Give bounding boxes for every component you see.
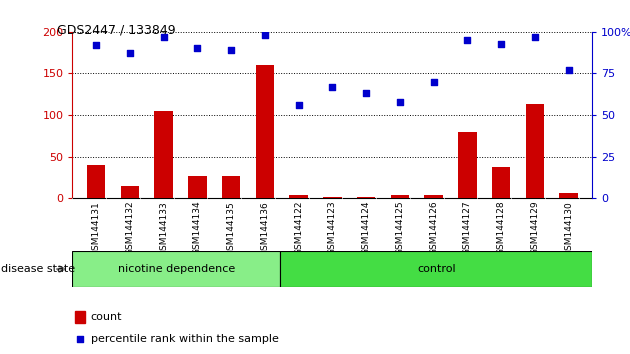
Text: GSM144125: GSM144125 bbox=[396, 201, 404, 256]
Point bbox=[226, 47, 236, 53]
Text: GSM144133: GSM144133 bbox=[159, 201, 168, 256]
Point bbox=[159, 34, 169, 40]
Point bbox=[192, 46, 202, 51]
Text: GDS2447 / 133849: GDS2447 / 133849 bbox=[57, 23, 176, 36]
Bar bbox=[525, 104, 544, 198]
Text: GSM144129: GSM144129 bbox=[530, 201, 539, 256]
Point bbox=[462, 37, 472, 43]
Bar bbox=[280, 251, 592, 287]
Text: control: control bbox=[417, 264, 455, 274]
Point bbox=[294, 102, 304, 108]
Bar bbox=[120, 186, 139, 198]
Bar bbox=[559, 193, 578, 198]
Text: GSM144136: GSM144136 bbox=[260, 201, 270, 256]
Point bbox=[125, 51, 135, 56]
Text: GSM144134: GSM144134 bbox=[193, 201, 202, 256]
Point bbox=[75, 336, 85, 342]
Text: GSM144132: GSM144132 bbox=[125, 201, 134, 256]
Text: GSM144126: GSM144126 bbox=[429, 201, 438, 256]
Bar bbox=[87, 165, 105, 198]
Bar bbox=[256, 65, 274, 198]
Text: GSM144135: GSM144135 bbox=[227, 201, 236, 256]
Text: GSM144122: GSM144122 bbox=[294, 201, 303, 255]
Point bbox=[395, 99, 405, 104]
Text: GSM144127: GSM144127 bbox=[463, 201, 472, 256]
Text: nicotine dependence: nicotine dependence bbox=[118, 264, 235, 274]
Point bbox=[564, 67, 574, 73]
Text: GSM144123: GSM144123 bbox=[328, 201, 337, 256]
Bar bbox=[72, 251, 280, 287]
Point bbox=[91, 42, 101, 48]
Text: GSM144124: GSM144124 bbox=[362, 201, 370, 255]
Point bbox=[328, 84, 338, 90]
Text: disease state: disease state bbox=[1, 264, 76, 274]
Text: GSM144131: GSM144131 bbox=[91, 201, 101, 256]
Point bbox=[260, 32, 270, 38]
Point bbox=[496, 41, 506, 46]
Bar bbox=[75, 312, 86, 323]
Point bbox=[428, 79, 438, 85]
Text: count: count bbox=[91, 312, 122, 322]
Bar bbox=[424, 195, 443, 198]
Bar bbox=[492, 167, 510, 198]
Point bbox=[530, 34, 540, 40]
Point bbox=[361, 91, 371, 96]
Bar bbox=[289, 195, 308, 198]
Bar bbox=[154, 111, 173, 198]
Text: percentile rank within the sample: percentile rank within the sample bbox=[91, 334, 278, 344]
Bar bbox=[458, 132, 477, 198]
Bar bbox=[188, 176, 207, 198]
Bar bbox=[222, 176, 241, 198]
Bar bbox=[391, 195, 409, 198]
Text: GSM144130: GSM144130 bbox=[564, 201, 573, 256]
Text: GSM144128: GSM144128 bbox=[496, 201, 505, 256]
